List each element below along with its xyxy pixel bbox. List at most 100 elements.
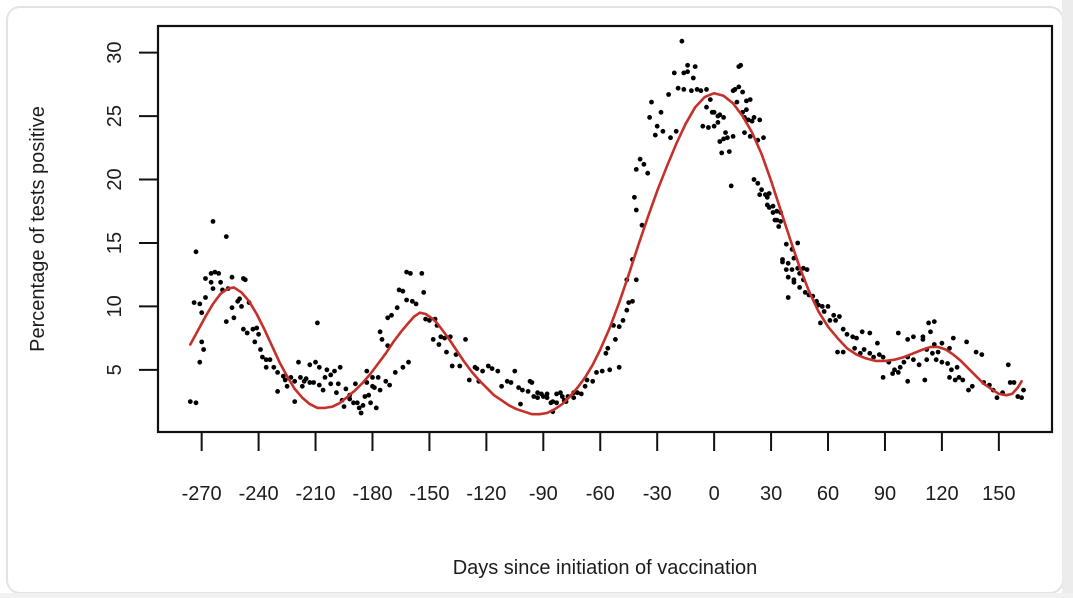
data-point xyxy=(827,318,833,323)
y-axis: 5 10 15 20 25 30 xyxy=(104,42,158,375)
data-point xyxy=(654,123,660,129)
data-point xyxy=(730,134,736,139)
data-point xyxy=(738,62,744,68)
data-point xyxy=(821,309,827,314)
x-axis-tick-label: 150 xyxy=(982,483,1015,505)
data-point xyxy=(531,394,537,399)
data-point xyxy=(801,265,806,271)
data-point xyxy=(328,381,334,387)
y-axis-tick-label: 30 xyxy=(104,42,126,64)
data-point xyxy=(973,349,979,355)
data-point xyxy=(324,367,330,373)
data-point xyxy=(945,361,950,366)
data-point xyxy=(694,87,700,92)
data-point xyxy=(474,366,480,371)
data-point xyxy=(725,135,730,141)
data-point xyxy=(647,115,652,120)
x-axis-tick-label: -30 xyxy=(643,483,672,505)
data-point xyxy=(707,97,713,102)
data-point xyxy=(852,345,857,351)
data-point xyxy=(819,304,825,309)
data-point xyxy=(871,354,876,360)
data-point xyxy=(328,372,334,378)
data-point xyxy=(540,394,546,399)
data-point xyxy=(535,395,540,401)
data-point xyxy=(652,132,658,138)
data-point xyxy=(201,347,207,352)
data-point xyxy=(594,370,599,375)
data-point xyxy=(408,271,413,276)
data-point xyxy=(892,367,897,373)
data-point xyxy=(789,267,795,272)
y-axis-tick-label: 5 xyxy=(104,364,126,375)
data-point xyxy=(795,240,801,246)
data-point xyxy=(544,391,550,397)
data-point xyxy=(837,314,842,319)
data-point xyxy=(254,325,260,331)
x-axis-tick-label: -60 xyxy=(586,483,615,505)
data-point xyxy=(639,222,645,228)
data-point xyxy=(1005,362,1011,368)
data-point xyxy=(911,334,916,340)
data-point xyxy=(658,109,664,115)
data-point xyxy=(250,326,256,332)
data-point xyxy=(438,334,444,340)
data-point xyxy=(745,117,751,123)
data-point xyxy=(895,330,901,336)
data-point xyxy=(409,298,415,304)
figure-card xyxy=(6,6,1064,594)
data-point xyxy=(717,112,723,118)
data-point xyxy=(404,297,409,303)
data-point xyxy=(633,277,639,283)
data-point xyxy=(861,347,867,352)
data-point xyxy=(840,326,846,332)
x-axis-tick-label: 30 xyxy=(760,483,782,505)
data-point xyxy=(704,87,709,92)
data-point xyxy=(299,383,305,389)
data-point xyxy=(711,123,717,129)
data-point xyxy=(692,64,698,69)
data-point xyxy=(804,267,810,272)
data-point xyxy=(343,386,349,392)
data-point xyxy=(880,375,886,380)
data-point xyxy=(404,269,409,275)
data-point xyxy=(947,345,952,351)
data-point xyxy=(223,319,229,324)
data-point xyxy=(370,375,375,380)
data-point xyxy=(280,373,286,379)
x-axis-title: Days since initiation of vaccination xyxy=(453,557,758,579)
data-point xyxy=(406,359,411,365)
data-point xyxy=(673,128,679,134)
plot-border xyxy=(156,24,1054,434)
x-axis-tick-label: -90 xyxy=(529,483,558,505)
data-point xyxy=(698,88,704,94)
data-point xyxy=(818,320,823,326)
data-point xyxy=(751,177,757,182)
data-point xyxy=(964,339,969,345)
data-point xyxy=(876,352,882,357)
data-point xyxy=(685,62,690,68)
data-point xyxy=(905,378,911,384)
data-point xyxy=(229,274,235,280)
data-point xyxy=(780,259,785,265)
data-point xyxy=(351,400,356,406)
data-point xyxy=(303,376,309,382)
data-point xyxy=(620,318,626,323)
data-point xyxy=(950,335,956,341)
x-axis-tick-label: -240 xyxy=(239,483,279,505)
data-point xyxy=(742,130,747,136)
y-axis-title: Percentage of tests positive xyxy=(27,106,49,352)
data-point xyxy=(895,370,901,375)
data-point xyxy=(603,350,609,356)
data-point xyxy=(413,301,419,307)
x-axis-tick-label: 120 xyxy=(925,483,958,505)
data-point xyxy=(802,290,808,295)
data-point xyxy=(590,378,596,384)
data-point xyxy=(785,295,791,300)
data-point xyxy=(554,400,559,406)
x-axis-tick-label: -150 xyxy=(409,483,449,505)
data-point xyxy=(362,394,368,399)
data-point xyxy=(791,279,797,285)
data-point xyxy=(774,208,780,214)
data-point xyxy=(320,387,326,393)
